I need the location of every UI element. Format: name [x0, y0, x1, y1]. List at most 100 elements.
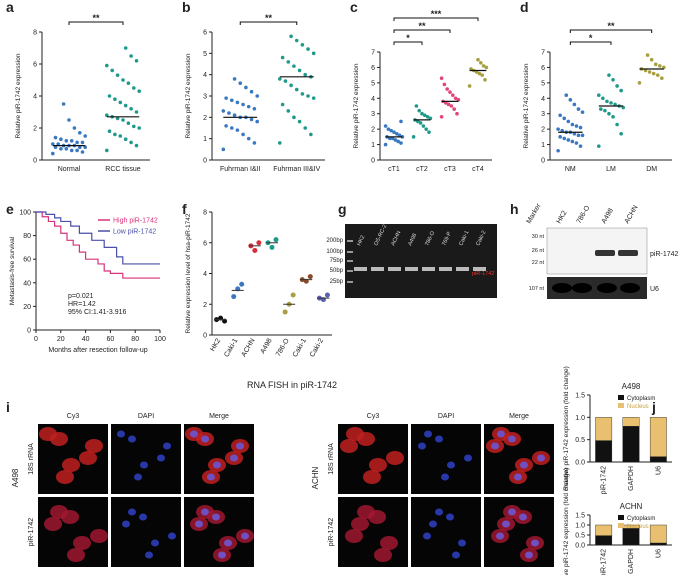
data-point — [651, 71, 656, 76]
data-point — [280, 102, 285, 107]
x-tick-label: 100 — [154, 336, 166, 343]
y-tick-label: 2 — [203, 302, 207, 309]
ladder-band — [347, 270, 353, 272]
panel-label: c — [350, 0, 358, 15]
data-point — [417, 108, 422, 113]
data-point — [611, 115, 615, 119]
data-point — [300, 43, 305, 47]
y-tick-label: 6 — [371, 65, 375, 72]
y-tick-label: 2 — [33, 126, 37, 133]
ladder-band — [347, 260, 353, 262]
y-tick-label: 1 — [541, 142, 545, 149]
data-point — [286, 109, 291, 113]
data-point — [61, 102, 66, 106]
y-tick-label: 1.5 — [575, 393, 585, 400]
nucleus — [207, 473, 215, 481]
y-tick-label: 6 — [203, 240, 207, 247]
data-point — [309, 132, 313, 137]
data-point — [558, 113, 562, 118]
cell — [73, 536, 91, 550]
legend-label: Cytoplasm — [627, 396, 655, 402]
data-point — [576, 107, 581, 111]
significance-bracket — [393, 17, 479, 21]
data-point — [278, 77, 282, 81]
band-label: U6 — [650, 286, 659, 293]
data-point — [578, 144, 583, 148]
cell — [357, 432, 375, 446]
data-point — [479, 61, 483, 65]
data-point — [289, 83, 293, 88]
data-point — [118, 100, 123, 105]
bar-segment — [595, 440, 613, 463]
data-point — [75, 140, 79, 145]
data-point — [235, 128, 240, 132]
chart-title: A498 — [622, 382, 641, 391]
data-point — [75, 148, 79, 153]
nucleus — [491, 442, 499, 450]
y-tick-label: 8 — [33, 30, 37, 37]
x-tick-label: LM — [606, 166, 616, 173]
significance-label: ** — [92, 13, 100, 23]
x-tick-label: cT3 — [444, 166, 456, 173]
x-tick-label: Fuhrman I&II — [220, 166, 261, 173]
y-tick-label: 40 — [23, 280, 31, 287]
cell — [374, 548, 392, 562]
x-tick-label: 20 — [57, 336, 65, 343]
data-point — [227, 111, 231, 115]
cell — [380, 536, 398, 550]
cell — [345, 529, 363, 543]
y-tick-label: 4 — [203, 72, 207, 79]
cell — [61, 510, 79, 524]
ladder-band — [347, 240, 353, 242]
bar-segment — [649, 542, 667, 546]
annotation: p=0.021 — [68, 293, 94, 300]
lane-label: Marker — [526, 202, 543, 225]
data-point — [113, 97, 117, 101]
data-point — [411, 135, 416, 139]
data-point — [249, 117, 254, 122]
data-point — [442, 82, 447, 87]
y-tick-label: 6 — [203, 30, 207, 37]
channel-label: DAPI — [138, 413, 154, 420]
x-tick-label: DM — [646, 166, 657, 173]
nucleus — [531, 539, 539, 547]
data-point — [59, 137, 63, 141]
nucleus — [213, 461, 221, 469]
y-tick-label: 0 — [203, 333, 207, 340]
gel-band — [388, 267, 401, 271]
nucleus — [458, 539, 466, 547]
data-point — [386, 127, 391, 131]
gel-band — [371, 267, 384, 271]
y-axis-label: Relative piR-1742 expression — [353, 63, 360, 148]
data-point — [132, 124, 136, 129]
x-tick-label: cT2 — [416, 166, 428, 173]
x-tick-label: Caki-1 — [292, 337, 308, 358]
lane-label: HK2 — [556, 210, 569, 225]
band-label: piR-1742 — [650, 251, 679, 258]
data-point — [134, 143, 139, 148]
data-point — [477, 71, 482, 76]
data-point — [132, 86, 136, 90]
nucleus — [508, 435, 516, 443]
data-point — [244, 85, 248, 90]
data-point — [445, 87, 450, 91]
data-point — [239, 281, 245, 287]
legend-swatch — [618, 523, 624, 528]
bar-segment — [649, 524, 667, 544]
significance-label: * — [406, 33, 410, 43]
data-point — [286, 60, 291, 64]
y-tick-label: 0.5 — [575, 533, 585, 540]
nucleus — [519, 513, 527, 521]
data-point — [241, 102, 245, 107]
y-tick-label: 0.5 — [575, 437, 585, 444]
data-point — [456, 98, 461, 102]
data-point — [484, 65, 489, 70]
data-point — [294, 87, 299, 92]
y-tick-label: 100 — [19, 210, 31, 217]
y-axis-label: Relative piR-1742 expression — [185, 53, 192, 138]
ladder-label: 200bp — [326, 238, 343, 244]
row-label: 18S rRNA — [28, 443, 35, 475]
y-tick-label: 1.0 — [575, 523, 585, 530]
x-tick-label: 0 — [34, 336, 38, 343]
bar-segment — [649, 417, 667, 457]
